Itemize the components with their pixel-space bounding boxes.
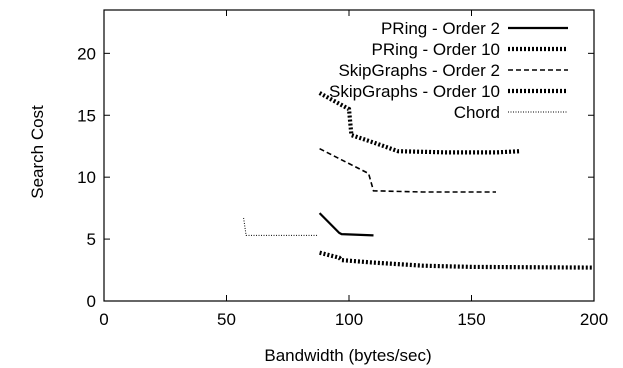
legend-label-chord: Chord	[454, 103, 500, 122]
y-tick-label: 15	[77, 106, 96, 125]
legend-label-pring-order-2: PRing - Order 2	[381, 19, 500, 38]
x-tick-label: 50	[217, 310, 236, 329]
legend-label-skipgraphs-order-10: SkipGraphs - Order 10	[329, 82, 500, 101]
series-line-pring-order-2	[318, 212, 374, 237]
y-tick-label: 20	[77, 44, 96, 63]
series-line-skipgraphs-order-2	[319, 147, 496, 193]
y-tick-label: 10	[77, 168, 96, 187]
legend-label-pring-order-10: PRing - Order 10	[372, 40, 501, 59]
y-tick-label: 5	[87, 230, 96, 249]
plot-frame	[103, 9, 595, 302]
x-axis-ticks: 0 50 100 150 200	[99, 10, 608, 329]
y-axis-label: Search Cost	[28, 105, 47, 199]
x-tick-label: 100	[335, 310, 363, 329]
axes	[103, 9, 595, 302]
y-tick-label: 0	[87, 292, 96, 311]
series-line-skipgraphs-order-10	[318, 91, 521, 155]
series-group	[243, 91, 595, 270]
series-line-pring-order-10	[319, 250, 595, 270]
legend: PRing - Order 2 PRing - Order 10 SkipGraph…	[329, 19, 568, 122]
series-line-chord	[243, 217, 318, 236]
legend-label-skipgraphs-order-2: SkipGraphs - Order 2	[338, 61, 500, 80]
x-axis-label: Bandwidth (bytes/sec)	[264, 346, 431, 365]
x-tick-label: 150	[457, 310, 485, 329]
y-axis-ticks: 0 5 10 15 20	[77, 44, 594, 311]
x-tick-label: 200	[580, 310, 608, 329]
x-tick-label: 0	[99, 310, 108, 329]
